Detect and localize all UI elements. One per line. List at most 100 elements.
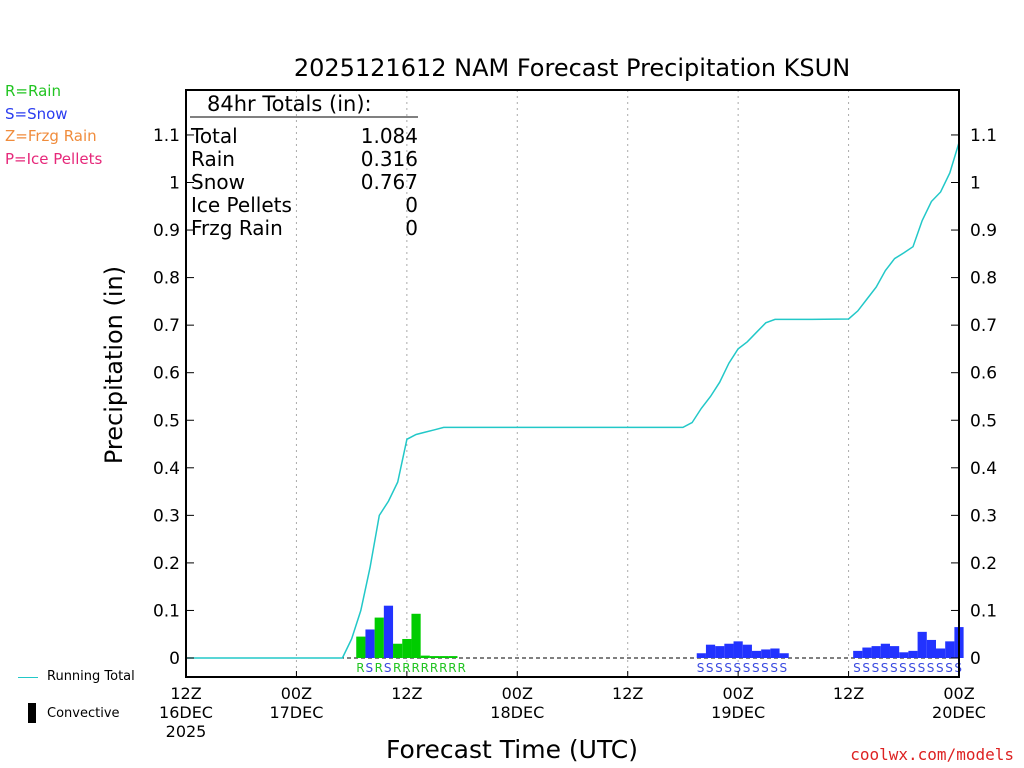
y-axis-label: Precipitation (in) xyxy=(100,266,128,464)
precip-type-label: S xyxy=(927,661,935,675)
precip-type-label: S xyxy=(724,661,732,675)
y-tick-label-left: 0.1 xyxy=(153,601,180,621)
totals-row-label: Snow xyxy=(191,170,245,194)
y-tick-label-right: 0.6 xyxy=(970,364,997,384)
precip-bar xyxy=(742,644,752,658)
x-tick-label: 20DEC xyxy=(932,703,986,722)
precip-bar xyxy=(383,605,394,658)
totals-row-value: 0 xyxy=(405,193,418,217)
precip-bar xyxy=(751,650,762,658)
legend-frzg-rain: Z=Frzg Rain xyxy=(5,127,97,145)
totals-row-label: Ice Pellets xyxy=(191,193,292,217)
precip-type-label: R xyxy=(375,661,383,675)
precip-type-label: R xyxy=(430,661,438,675)
plot-frame xyxy=(185,89,960,678)
precip-bar xyxy=(356,636,366,658)
precip-type-label: S xyxy=(761,661,769,675)
precip-bar xyxy=(420,655,430,658)
legend-snow: S=Snow xyxy=(5,105,68,123)
y-tick-label-left: 0.3 xyxy=(153,506,180,526)
precip-bar xyxy=(880,643,890,658)
precip-type-label: S xyxy=(706,661,714,675)
precip-bar xyxy=(779,653,789,658)
precip-type-label: R xyxy=(457,661,465,675)
y-tick-label-left: 0.2 xyxy=(153,554,180,574)
precip-type-label: S xyxy=(936,661,944,675)
x-tick-label: 17DEC xyxy=(269,703,323,722)
y-tick-label-left: 0 xyxy=(169,649,180,669)
totals-row-label: Frzg Rain xyxy=(191,216,283,240)
x-tick-label: 00Z xyxy=(943,684,974,703)
precip-bar xyxy=(374,617,384,658)
y-tick-label-left: 0.5 xyxy=(153,411,180,431)
precip-type-label: S xyxy=(872,661,880,675)
precip-type-label: R xyxy=(439,661,447,675)
precip-type-label: R xyxy=(448,661,456,675)
precip-type-label: R xyxy=(356,661,364,675)
precip-bar xyxy=(411,613,421,658)
y-tick-label-right: 0.5 xyxy=(970,411,997,431)
convective-legend-swatch xyxy=(28,703,36,723)
x-tick-label: 2025 xyxy=(166,722,207,741)
totals-row-value: 0 xyxy=(405,216,418,240)
totals-row-value: 1.084 xyxy=(361,124,418,148)
precip-bar xyxy=(935,648,946,658)
precip-bar xyxy=(365,629,375,658)
precip-type-label: S xyxy=(384,661,392,675)
totals-row-label: Rain xyxy=(191,147,235,171)
precip-type-label: S xyxy=(918,661,926,675)
precip-type-label: R xyxy=(411,661,419,675)
precip-bar xyxy=(770,648,780,658)
chart-title: 2025121612 NAM Forecast Precipitation KS… xyxy=(294,54,850,82)
precip-type-label: S xyxy=(715,661,723,675)
precip-type-label: R xyxy=(421,661,429,675)
y-tick-label-right: 1.1 xyxy=(970,126,997,146)
precip-type-label: S xyxy=(743,661,751,675)
legend-ice-pellets: P=Ice Pellets xyxy=(5,150,103,168)
precip-type-label: R xyxy=(402,661,410,675)
y-tick-label-right: 0.9 xyxy=(970,221,997,241)
precip-bar xyxy=(724,643,734,658)
precip-bar xyxy=(733,641,743,658)
y-tick-label-left: 0.6 xyxy=(153,364,180,384)
x-tick-label: 00Z xyxy=(502,684,533,703)
running-total-line xyxy=(186,142,960,659)
precip-type-label: S xyxy=(697,661,705,675)
precip-bar xyxy=(761,649,771,658)
precip-bar xyxy=(899,652,909,658)
precip-type-label: S xyxy=(899,661,907,675)
precip-bar xyxy=(862,647,872,658)
y-tick-label-right: 0 xyxy=(970,649,981,669)
x-tick-label: 12Z xyxy=(833,684,864,703)
y-tick-label-right: 0.7 xyxy=(970,316,997,336)
precip-type-label: S xyxy=(908,661,916,675)
x-tick-label: 12Z xyxy=(612,684,643,703)
precip-bar xyxy=(429,656,440,658)
totals-box: 84hr Totals (in): xyxy=(190,92,418,118)
x-tick-label: 00Z xyxy=(722,684,753,703)
precip-type-label: S xyxy=(945,661,953,675)
y-tick-label-left: 0.7 xyxy=(153,316,180,336)
precip-type-label: S xyxy=(890,661,898,675)
x-tick-label: 19DEC xyxy=(711,703,765,722)
precip-type-label: S xyxy=(853,661,861,675)
precip-bar xyxy=(889,646,900,658)
precip-type-label: S xyxy=(780,661,788,675)
running-total-legend-label: Running Total xyxy=(47,669,135,684)
precip-bar xyxy=(871,646,881,658)
precip-bar xyxy=(705,644,716,658)
legend-rain: R=Rain xyxy=(5,82,61,100)
y-tick-label-right: 0.4 xyxy=(970,459,997,479)
running-total-legend-line xyxy=(18,677,38,678)
y-tick-label-right: 0.3 xyxy=(970,506,997,526)
x-tick-label: 12Z xyxy=(391,684,422,703)
x-tick-label: 00Z xyxy=(281,684,312,703)
x-tick-label: 16DEC xyxy=(159,703,213,722)
precip-type-label: S xyxy=(365,661,373,675)
precip-type-label: R xyxy=(393,661,401,675)
precip-type-label: S xyxy=(752,661,760,675)
y-tick-label-left: 0.4 xyxy=(153,459,180,479)
precip-bar xyxy=(715,646,725,658)
precip-bar xyxy=(402,638,412,658)
x-tick-label: 12Z xyxy=(170,684,201,703)
